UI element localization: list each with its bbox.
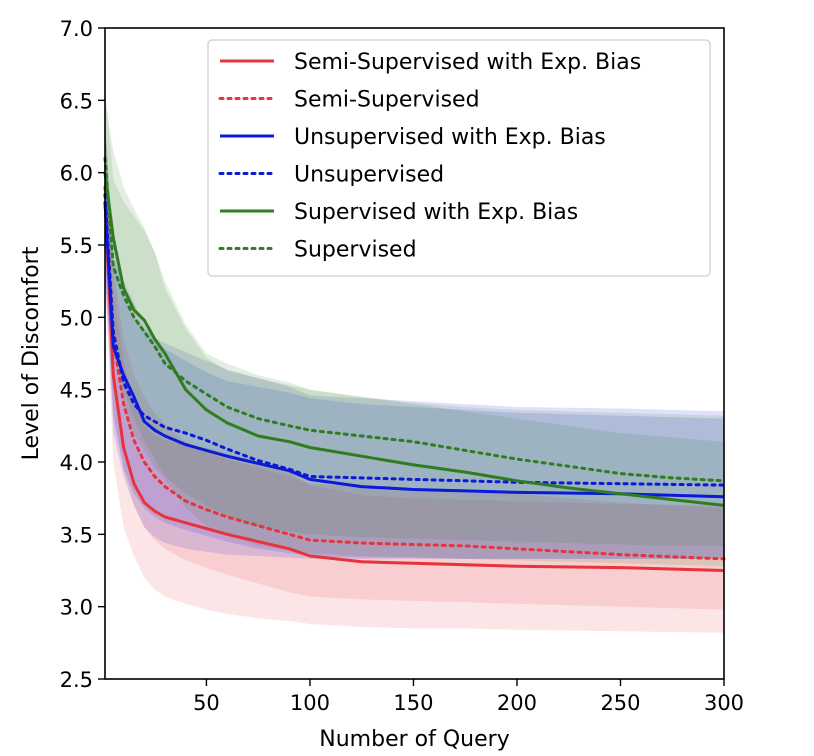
band-series-0 <box>105 129 724 633</box>
x-axis-ticks: 50 100 150 200 250 300 <box>193 679 744 715</box>
y-tick-label: 4.5 <box>60 379 93 403</box>
band-series-3 <box>105 122 724 559</box>
legend-label: Semi-Supervised with Exp. Bias <box>294 50 641 75</box>
y-tick-label: 5.0 <box>60 306 93 330</box>
line-series-4 <box>103 172 725 507</box>
x-tick-label: 300 <box>704 691 744 715</box>
confidence-bands <box>105 85 724 633</box>
line-series-1 <box>103 185 726 561</box>
band-series-5 <box>105 85 724 546</box>
legend-label: Semi-Supervised <box>294 88 480 113</box>
x-axis-label: Number of Query <box>319 727 509 752</box>
x-tick-label: 250 <box>600 691 640 715</box>
y-tick-label: 7.0 <box>60 17 93 41</box>
x-tick-label: 150 <box>393 691 433 715</box>
line-series-3 <box>103 192 726 487</box>
y-tick-label: 5.5 <box>60 234 93 258</box>
y-tick-label: 2.5 <box>60 668 93 692</box>
band-series-4 <box>105 100 724 567</box>
band-series-2 <box>105 129 724 559</box>
legend-label: Supervised with Exp. Bias <box>294 200 578 225</box>
legend-label: Unsupervised with Exp. Bias <box>294 125 606 150</box>
line-series-5 <box>103 156 726 483</box>
y-tick-label: 6.5 <box>60 89 93 113</box>
legend-box <box>207 39 711 277</box>
line-series-2 <box>103 201 725 499</box>
y-tick-label: 3.5 <box>60 523 93 547</box>
plot-frame <box>104 27 725 680</box>
y-axis-label: Level of Discomfort <box>19 246 44 460</box>
line-series-0 <box>103 201 725 572</box>
legend-label: Unsupervised <box>294 163 444 188</box>
y-tick-label: 4.0 <box>60 451 93 475</box>
x-tick-label: 100 <box>290 691 330 715</box>
y-axis-ticks: 2.5 3.0 3.5 4.0 4.5 5.0 5.5 6.0 6.5 7.0 <box>60 17 105 692</box>
x-tick-label: 50 <box>193 691 220 715</box>
y-tick-label: 6.0 <box>60 162 93 186</box>
y-tick-label: 3.0 <box>60 596 93 620</box>
series-lines <box>103 156 726 572</box>
x-tick-label: 200 <box>497 691 537 715</box>
legend-label: Supervised <box>294 238 417 263</box>
legend: Semi-Supervised with Exp. Bias Semi-Super… <box>207 39 711 277</box>
band-series-1 <box>105 114 724 610</box>
